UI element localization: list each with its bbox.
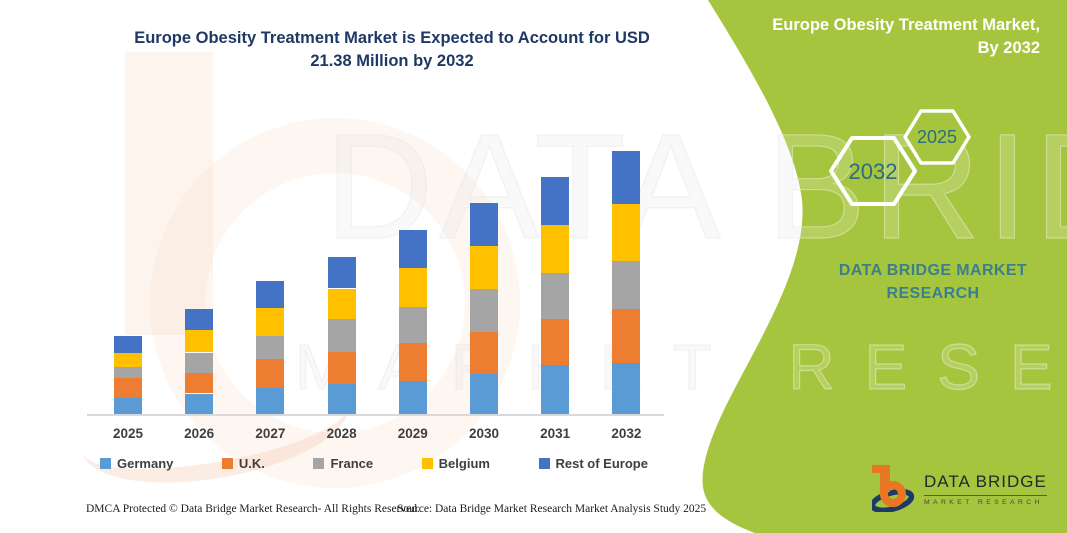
legend-swatch xyxy=(221,458,233,469)
chart-title: Europe Obesity Treatment Market is Expec… xyxy=(92,27,692,73)
brand-text-line1: DATA BRIDGE MARKET xyxy=(838,262,1028,279)
legend-label: Germany xyxy=(117,456,174,471)
brand-text: DATA BRIDGE MARKET RESEARCH xyxy=(808,259,1058,305)
legend-item-rest-of-europe: Rest of Europe xyxy=(538,456,648,471)
legend-swatch xyxy=(538,458,550,469)
legend-label: Rest of Europe xyxy=(555,456,648,471)
data-bridge-logo: DATA BRIDGE MARKET RESEARCH xyxy=(872,464,1047,512)
chart-title-line2: 21.38 Million by 2032 xyxy=(310,52,474,70)
panel-heading-line2: By 2032 xyxy=(977,39,1040,57)
legend-item-germany: Germany xyxy=(100,456,173,471)
hexagon-2025-label: 2025 xyxy=(917,127,957,147)
hexagon-2025 xyxy=(903,109,971,165)
logo-text: DATA BRIDGE MARKET RESEARCH xyxy=(924,464,1047,506)
legend-label: France xyxy=(330,456,374,471)
data-bridge-logo-icon xyxy=(872,465,915,512)
legend-swatch xyxy=(313,458,325,469)
x-axis-line xyxy=(87,414,664,416)
legend-swatch xyxy=(421,458,433,469)
legend-item-belgium: Belgium xyxy=(421,456,490,471)
brand-text-line2: RESEARCH xyxy=(886,285,980,302)
chart-title-line1: Europe Obesity Treatment Market is Expec… xyxy=(134,29,650,47)
year-hexagons: 2032 2025 xyxy=(829,109,971,206)
hexagon-2032-label: 2032 xyxy=(849,159,898,184)
chart-legend: Germany U.K. France Belgium Rest of Europe xyxy=(100,456,648,471)
legend-item-france: France xyxy=(313,456,373,471)
footer-source: Source: Data Bridge Market Research Mark… xyxy=(397,503,707,515)
logo-name: DATA BRIDGE xyxy=(924,472,1047,491)
legend-label: U.K. xyxy=(238,456,265,471)
footer-dmca: DMCA Protected © Data Bridge Market Rese… xyxy=(86,503,420,515)
logo-tagline: MARKET RESEARCH xyxy=(924,495,1047,506)
panel-heading-line1: Europe Obesity Treatment Market, xyxy=(772,16,1040,34)
hexagon-2032 xyxy=(829,136,917,206)
legend-item-u-k-: U.K. xyxy=(221,456,265,471)
legend-label: Belgium xyxy=(438,456,490,471)
legend-swatch xyxy=(100,458,111,469)
panel-heading: Europe Obesity Treatment Market, By 2032 xyxy=(710,14,1040,60)
